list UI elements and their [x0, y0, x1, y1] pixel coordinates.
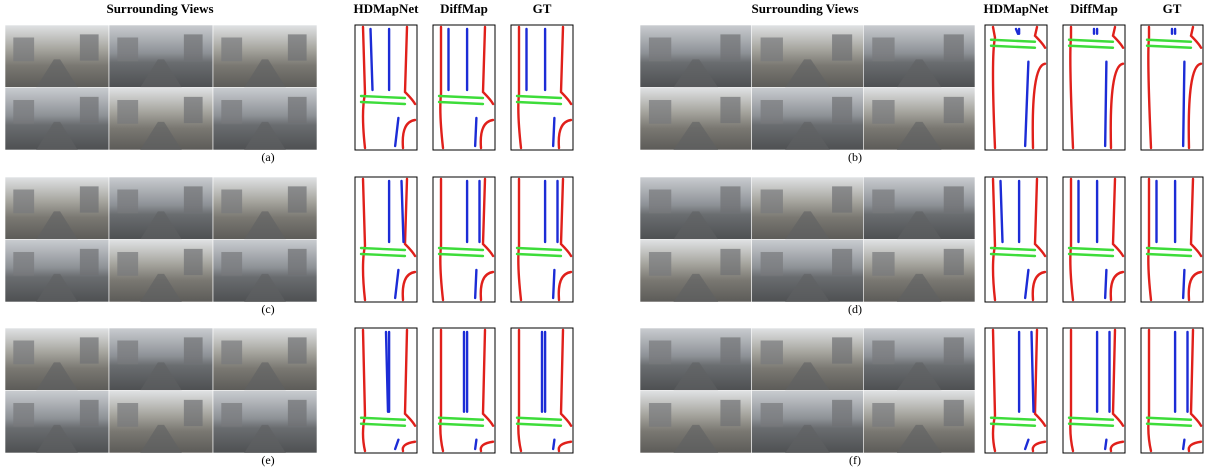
building [288, 34, 307, 60]
building [117, 341, 138, 365]
building [80, 249, 99, 275]
building [832, 34, 852, 60]
column-title: DiffMap [440, 1, 488, 16]
building [117, 38, 138, 62]
building [649, 100, 671, 124]
building [288, 97, 307, 123]
map-element [1105, 440, 1106, 449]
map-element [475, 270, 476, 298]
building [832, 400, 852, 426]
map-element [1183, 62, 1184, 146]
building [720, 34, 740, 60]
panel-caption: (c) [261, 302, 274, 316]
map-element [475, 118, 476, 146]
building [832, 337, 852, 363]
column-title: HDMapNet [354, 1, 420, 16]
building [720, 97, 740, 123]
building [872, 190, 894, 214]
panel-caption: (e) [261, 453, 274, 467]
building [649, 403, 671, 427]
building [80, 34, 99, 60]
building [761, 252, 783, 276]
building [80, 337, 99, 363]
column-title: Surrounding Views [751, 1, 858, 16]
building [944, 97, 964, 123]
building [720, 249, 740, 275]
building [221, 341, 242, 365]
map-element [553, 440, 554, 449]
building [720, 186, 740, 212]
building [649, 38, 671, 62]
building [872, 252, 894, 276]
building [80, 97, 99, 123]
building [117, 190, 138, 214]
column-title: DiffMap [1070, 1, 1118, 16]
building [184, 400, 203, 426]
building [761, 38, 783, 62]
building [832, 249, 852, 275]
building [13, 403, 34, 427]
map-element [475, 440, 476, 449]
building [184, 97, 203, 123]
building [649, 341, 671, 365]
building [944, 34, 964, 60]
building [761, 403, 783, 427]
building [720, 337, 740, 363]
figure: Surrounding Views HDMapNet DiffMap GT Surrou… [0, 0, 1214, 474]
building [944, 186, 964, 212]
column-title: HDMapNet [984, 1, 1050, 16]
building [288, 249, 307, 275]
building [13, 341, 34, 365]
building [221, 252, 242, 276]
panel-caption: (a) [261, 150, 274, 164]
building [221, 38, 242, 62]
building [184, 337, 203, 363]
building [720, 400, 740, 426]
building [288, 337, 307, 363]
column-title: Surrounding Views [106, 1, 213, 16]
column-title: GT [1163, 1, 1182, 16]
building [80, 400, 99, 426]
panel-caption: (d) [848, 302, 862, 316]
panel-caption: (f) [849, 453, 861, 467]
building [832, 186, 852, 212]
building [184, 34, 203, 60]
panel-caption: (b) [848, 150, 862, 164]
building [872, 403, 894, 427]
map-element [553, 270, 554, 298]
building [761, 341, 783, 365]
building [944, 249, 964, 275]
building [761, 190, 783, 214]
building [944, 337, 964, 363]
building [872, 100, 894, 124]
building [13, 38, 34, 62]
building [288, 186, 307, 212]
building [872, 341, 894, 365]
building [221, 190, 242, 214]
building [944, 400, 964, 426]
building [649, 190, 671, 214]
building [13, 252, 34, 276]
building [184, 186, 203, 212]
building [649, 252, 671, 276]
building [13, 100, 34, 124]
building [184, 249, 203, 275]
building [117, 100, 138, 124]
map-element [1183, 270, 1184, 298]
building [80, 186, 99, 212]
building [117, 403, 138, 427]
column-title: GT [533, 1, 552, 16]
building [117, 252, 138, 276]
map-element [553, 118, 554, 146]
map-element [1183, 440, 1184, 449]
map-element [1105, 270, 1106, 298]
building [221, 403, 242, 427]
building [872, 38, 894, 62]
map-element [1105, 62, 1106, 146]
building [221, 100, 242, 124]
building [13, 190, 34, 214]
building [288, 400, 307, 426]
building [761, 100, 783, 124]
building [832, 97, 852, 123]
